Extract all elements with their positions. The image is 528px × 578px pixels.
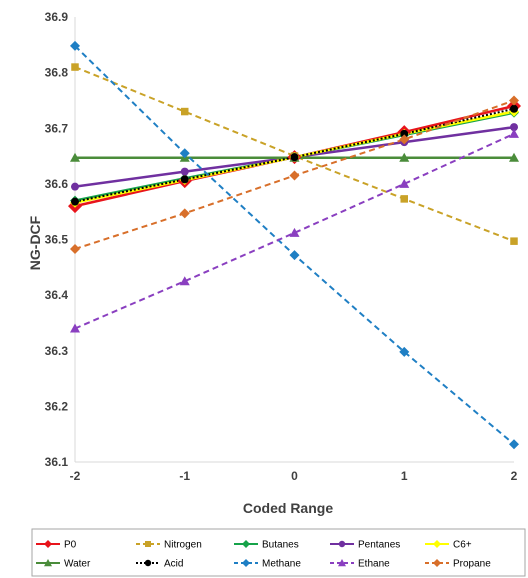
data-point-propane	[509, 95, 519, 106]
y-tick-label: 36.5	[45, 233, 69, 247]
data-point-water	[70, 152, 80, 162]
data-point-nitrogen	[400, 195, 408, 203]
x-tick-label: 1	[401, 469, 408, 483]
data-point-ethane	[509, 128, 519, 138]
data-point-propane	[399, 134, 410, 145]
legend-marker-propane	[433, 559, 441, 567]
y-tick-label: 36.4	[45, 288, 69, 302]
y-tick-label: 36.7	[45, 121, 69, 135]
series-markers	[68, 40, 521, 450]
legend-label-acid: Acid	[164, 559, 183, 570]
legend-item-pentanes: Pentanes	[330, 540, 400, 551]
legend: P0 Nitrogen Butanes Pentanes C6+ Water Acid Met…	[31, 528, 526, 577]
legend-item-nitrogen: Nitrogen	[136, 540, 202, 551]
data-point-methane	[399, 346, 410, 357]
legend-label-nitrogen: Nitrogen	[164, 540, 202, 551]
legend-label-p0: P0	[64, 540, 77, 551]
data-point-acid	[71, 197, 79, 206]
data-point-pentanes	[510, 123, 518, 132]
legend-item-ethane: Ethane	[330, 559, 390, 570]
x-tick-label: -1	[179, 469, 190, 483]
data-point-ethane	[70, 323, 80, 333]
legend-item-propane: Propane	[425, 559, 491, 570]
x-tick-label: 0	[291, 469, 298, 483]
legend-label-water: Water	[64, 559, 91, 570]
legend-item-butanes: Butanes	[234, 540, 299, 551]
data-point-acid	[510, 104, 518, 113]
y-tick-label: 36.1	[45, 455, 69, 469]
data-point-nitrogen	[71, 63, 79, 71]
data-point-propane	[289, 170, 300, 181]
x-axis-title: Coded Range	[243, 500, 333, 516]
legend-item-acid: Acid	[136, 559, 183, 570]
data-point-ethane	[179, 276, 190, 286]
legend-item-c6: C6+	[425, 540, 472, 551]
data-point-water	[509, 152, 519, 162]
legend-label-ethane: Ethane	[358, 559, 390, 570]
legend-item-methane: Methane	[234, 559, 301, 570]
y-axis-title: NG-DCF	[27, 215, 43, 270]
y-tick-label: 36.3	[45, 344, 69, 358]
data-point-acid	[400, 129, 409, 138]
data-point-ethane	[399, 178, 410, 188]
data-point-water	[399, 152, 410, 162]
data-point-methane	[289, 250, 300, 261]
y-tick-labels: 36.1 36.2 36.3 36.4 36.5 36.6 36.7 36.8 36.9	[45, 10, 69, 469]
series-line-acid	[74, 107, 515, 203]
legend-marker-ethane	[338, 559, 346, 567]
y-tick-label: 36.6	[45, 177, 69, 191]
legend-frame	[31, 528, 526, 577]
legend-label-c6: C6+	[453, 540, 472, 551]
x-tick-label: -2	[70, 469, 81, 483]
legend-marker-water	[44, 559, 52, 567]
data-point-acid	[180, 175, 189, 184]
x-tick-labels: -2 -1 0 1 2	[70, 469, 518, 483]
data-point-acid	[290, 153, 299, 162]
y-tick-label: 36.9	[45, 10, 69, 24]
data-point-methane	[70, 40, 80, 51]
y-tick-label: 36.2	[45, 399, 69, 413]
data-point-nitrogen	[181, 107, 189, 116]
data-point-propane	[179, 208, 190, 219]
legend-marker-c6	[433, 540, 441, 548]
legend-label-propane: Propane	[453, 559, 491, 570]
legend-marker-p0	[44, 540, 52, 548]
legend-marker-pentanes	[338, 540, 346, 548]
series-line-nitrogen	[74, 66, 515, 243]
data-point-pentanes	[180, 167, 189, 176]
data-point-methane	[179, 148, 190, 159]
y-tick-label: 36.8	[45, 66, 69, 80]
legend-label-butanes: Butanes	[262, 540, 299, 551]
legend-marker-nitrogen	[145, 541, 151, 547]
legend-marker-acid	[144, 559, 152, 567]
legend-label-pentanes: Pentanes	[358, 540, 400, 551]
data-point-nitrogen	[510, 237, 518, 245]
data-point-propane	[70, 243, 80, 254]
legend-item-p0: P0	[36, 540, 77, 551]
data-point-pentanes	[71, 182, 79, 191]
data-point-ethane	[289, 227, 300, 237]
axes	[74, 17, 514, 463]
legend-marker-methane	[242, 559, 250, 567]
legend-marker-butanes	[242, 540, 250, 548]
data-point-methane	[509, 439, 519, 450]
legend-item-water: Water	[36, 559, 91, 570]
legend-label-methane: Methane	[262, 559, 301, 570]
x-tick-label: 2	[511, 469, 518, 483]
